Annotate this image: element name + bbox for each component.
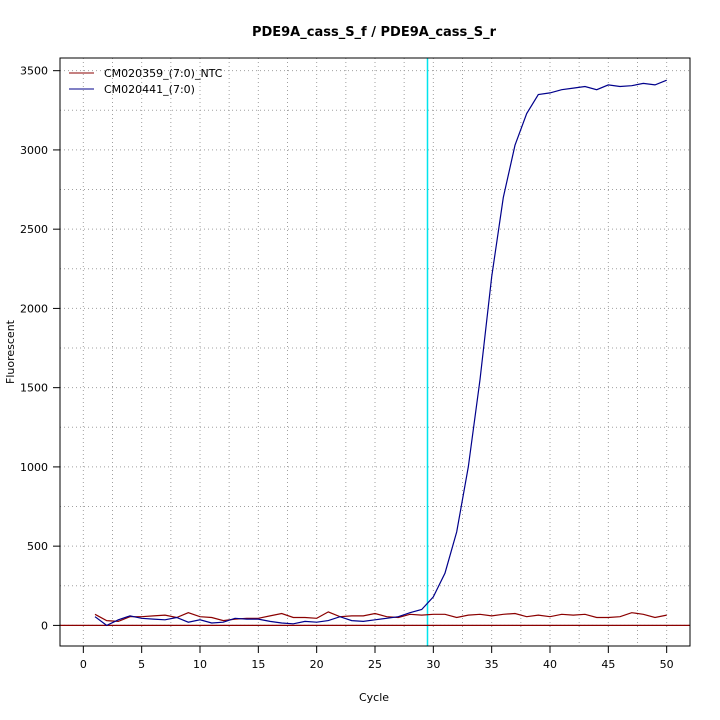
x-tick-label: 40 [543, 658, 557, 671]
y-tick-label: 1000 [20, 461, 48, 474]
x-tick-label: 5 [138, 658, 145, 671]
y-tick-label: 500 [27, 540, 48, 553]
x-tick-label: 15 [251, 658, 265, 671]
x-tick-label: 20 [310, 658, 324, 671]
series-line-1 [94, 79, 667, 627]
x-tick-label: 30 [426, 658, 440, 671]
chart-title: PDE9A_cass_S_f / PDE9A_cass_S_r [252, 25, 497, 40]
series-lines [94, 79, 667, 627]
x-tick-label: 25 [368, 658, 382, 671]
x-tick-label: 35 [485, 658, 499, 671]
y-tick-label: 3000 [20, 144, 48, 157]
series-line-0 [94, 611, 667, 623]
x-tick-label: 10 [193, 658, 207, 671]
y-tick-label: 3500 [20, 65, 48, 78]
x-tick-label: 45 [601, 658, 615, 671]
grid-lines [60, 58, 690, 646]
y-axis: 0 500 1000 1500 2000 2500 3000 3500 [20, 65, 60, 632]
y-tick-label: 2000 [20, 302, 48, 315]
x-axis: 0 5 10 15 20 25 30 35 40 45 50 [80, 646, 674, 671]
x-tick-label: 0 [80, 658, 87, 671]
y-tick-label: 1500 [20, 382, 48, 395]
legend-label-sample: CM020441_(7:0) [104, 83, 195, 96]
x-axis-label: Cycle [359, 691, 389, 704]
y-tick-label: 2500 [20, 223, 48, 236]
y-tick-label: 0 [41, 619, 48, 632]
x-tick-label: 50 [660, 658, 674, 671]
legend: CM020359_(7:0)_NTC CM020441_(7:0) [69, 67, 223, 96]
legend-label-ntc: CM020359_(7:0)_NTC [104, 67, 223, 80]
y-axis-label: Fluorescent [4, 319, 17, 384]
